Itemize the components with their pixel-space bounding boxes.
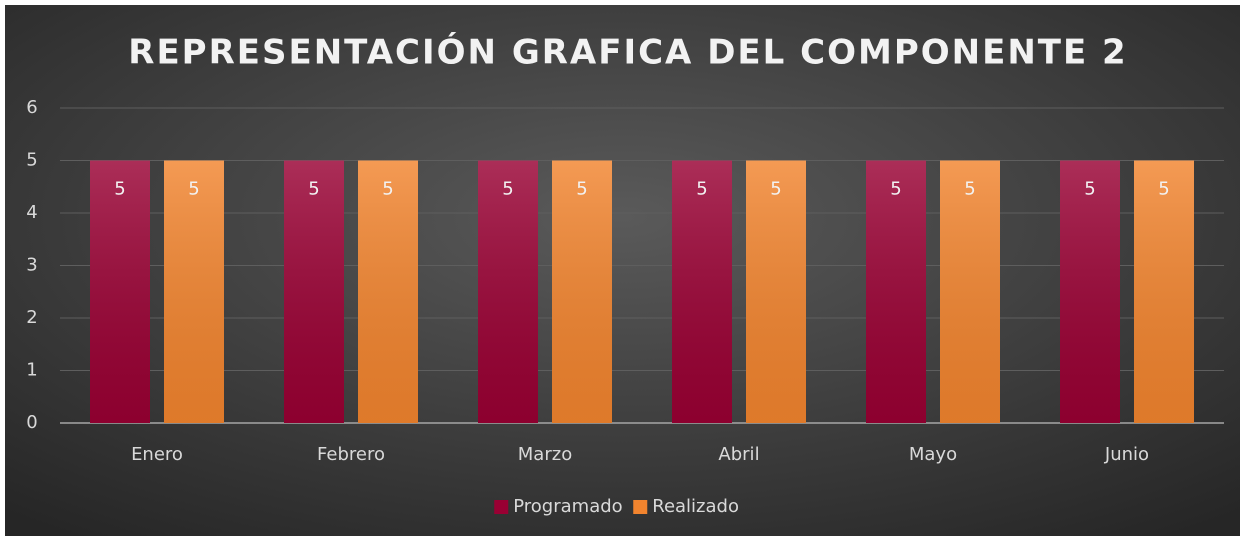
bar-shading — [552, 160, 612, 423]
y-tick-label: 3 — [26, 255, 37, 276]
legend-label: Realizado — [652, 496, 739, 517]
data-label: 5 — [770, 179, 781, 200]
bar-shading — [284, 160, 344, 423]
x-tick-label: Febrero — [317, 444, 385, 465]
x-tick-label: Junio — [1104, 444, 1149, 465]
x-tick-label: Mayo — [909, 444, 957, 465]
data-label: 5 — [188, 179, 199, 200]
bar-shading — [866, 160, 926, 423]
bar-shading — [672, 160, 732, 423]
data-label: 5 — [964, 179, 975, 200]
y-tick-label: 2 — [26, 307, 37, 328]
y-tick-label: 0 — [26, 412, 37, 433]
data-label: 5 — [1158, 179, 1169, 200]
bar-shading — [940, 160, 1000, 423]
bar-shading — [1060, 160, 1120, 423]
legend-label: Programado — [513, 496, 622, 517]
chart-title: REPRESENTACIÓN GRAFICA DEL COMPONENTE 2 — [128, 32, 1127, 73]
data-label: 5 — [502, 179, 513, 200]
legend-swatch — [633, 500, 648, 514]
data-label: 5 — [308, 179, 319, 200]
data-label: 5 — [114, 179, 125, 200]
y-tick-label: 5 — [26, 150, 37, 171]
x-tick-label: Enero — [131, 444, 183, 465]
bar-shading — [90, 160, 150, 423]
y-tick-label: 4 — [26, 202, 37, 223]
data-label: 5 — [1084, 179, 1095, 200]
x-tick-label: Abril — [718, 444, 759, 465]
data-label: 5 — [382, 179, 393, 200]
legend-swatch — [494, 500, 509, 514]
data-label: 5 — [576, 179, 587, 200]
bar-shading — [746, 160, 806, 423]
x-tick-label: Marzo — [518, 444, 572, 465]
data-label: 5 — [890, 179, 901, 200]
data-label: 5 — [696, 179, 707, 200]
y-tick-label: 6 — [26, 97, 37, 118]
bar-shading — [358, 160, 418, 423]
bar-shading — [478, 160, 538, 423]
bar-shading — [1134, 160, 1194, 423]
y-tick-label: 1 — [26, 360, 37, 381]
bar-shading — [164, 160, 224, 423]
